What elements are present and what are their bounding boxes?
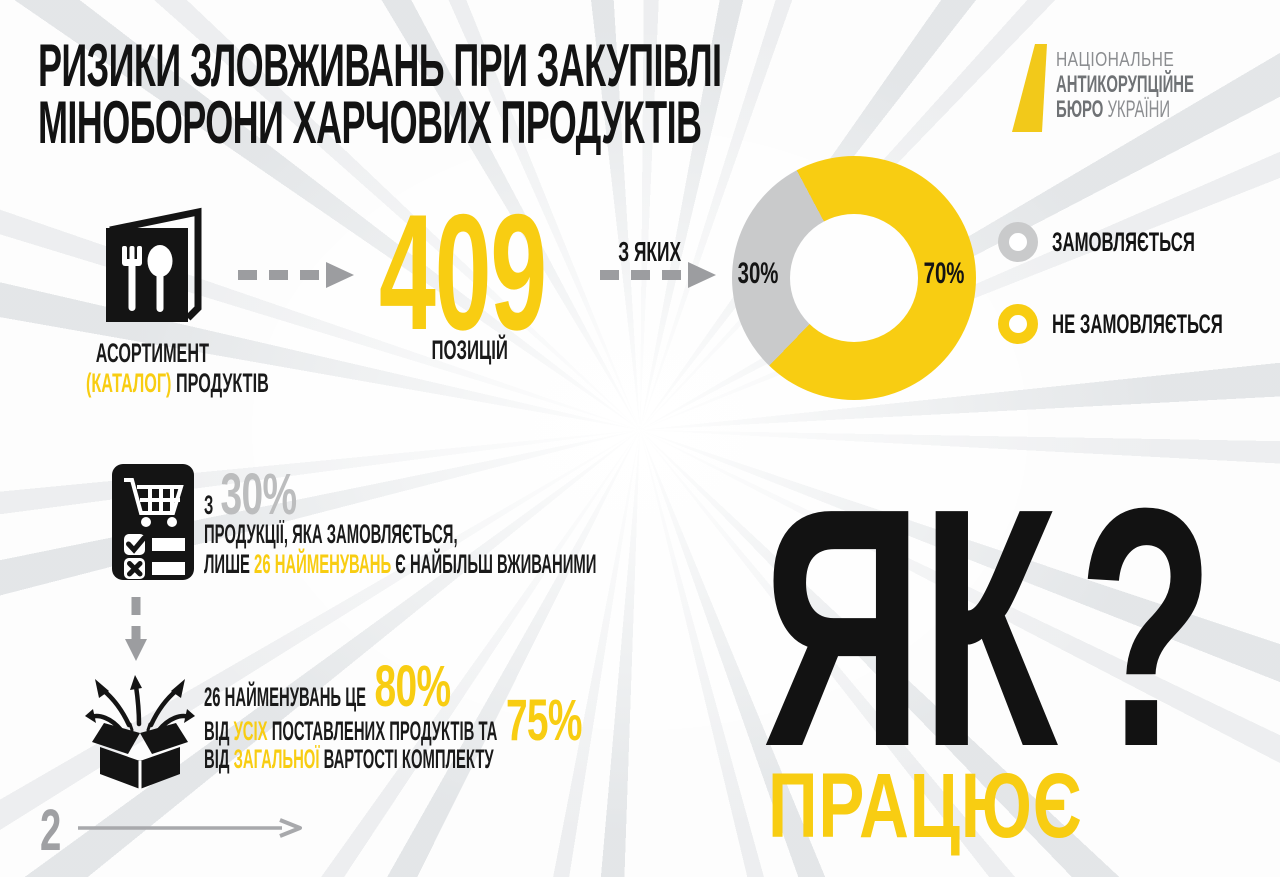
logo-line3-light: УКРАЇНИ bbox=[1107, 96, 1171, 123]
legend-swatch-yellow bbox=[998, 304, 1038, 344]
dashed-arrow-down-icon bbox=[125, 597, 147, 661]
count-unit: ПОЗИЦІЙ bbox=[431, 335, 509, 365]
fork-spoon-glyph bbox=[122, 245, 173, 312]
logo-line3: БЮРО УКРАЇНИ bbox=[1056, 97, 1170, 122]
ordered-stat-line3: ЛИШЕ 26 НАЙМЕНУВАНЬ Є НАЙБІЛЬШ ВЖИВАНИМИ bbox=[204, 551, 918, 578]
menu-catalog-icon bbox=[106, 207, 202, 322]
donut-hole bbox=[790, 214, 918, 342]
closing-big-word: ЯК? bbox=[762, 458, 1280, 798]
ordered-stat-line1: З 30% bbox=[204, 466, 348, 524]
legend-label-not-ordered: НЕ ЗАМОВЛЯЄТЬСЯ bbox=[1052, 308, 1223, 339]
ordered-line3-highlight: 26 НАЙМЕНУВАНЬ bbox=[254, 549, 392, 579]
nabu-logo bbox=[1008, 42, 1052, 134]
cart-checklist-icon bbox=[112, 464, 194, 580]
ordered-line3-pre: ЛИШЕ bbox=[204, 549, 250, 579]
ordered-prefix: З bbox=[204, 490, 214, 520]
check-icon bbox=[126, 535, 147, 554]
logo-line1: НАЦІОНАЛЬНЕ bbox=[1056, 49, 1175, 71]
page-number: 2 bbox=[40, 798, 62, 863]
nabu-wedge-icon bbox=[1012, 44, 1047, 132]
legend-item-not-ordered: НЕ ЗАМОВЛЯЄТЬСЯ bbox=[998, 304, 1280, 344]
open-box-arrows-icon bbox=[85, 675, 195, 789]
catalog-label-line2: (КАТАЛОГ) ПРОДУКТІВ bbox=[25, 370, 280, 397]
count-409: 409 bbox=[379, 180, 547, 364]
top26-line2-post: ПОСТАВЛЕНИХ ПРОДУКТІВ ТА bbox=[271, 716, 498, 746]
question-mark: ? bbox=[1077, 438, 1214, 818]
page-arrow-icon bbox=[78, 818, 302, 838]
top26-line3-highlight: ЗАГАЛЬНОЇ bbox=[233, 744, 320, 774]
top26-line2-highlight: УСІХ bbox=[233, 716, 268, 746]
top26-75pct: 75% bbox=[505, 688, 583, 753]
catalog-label-highlight: (КАТАЛОГ) bbox=[85, 368, 172, 398]
catalog-label-line1: АСОРТИМЕНТ bbox=[95, 338, 210, 368]
slice-label-30: 30% bbox=[737, 257, 779, 290]
ordered-stat-line2: ПРОДУКЦІЇ, ЯКА ЗАМОВЛЯЄТЬСЯ, bbox=[204, 519, 458, 549]
legend-item-ordered: ЗАМОВЛЯЄТЬСЯ bbox=[998, 222, 1280, 262]
x-icon bbox=[127, 561, 143, 577]
title-line1: РИЗИКИ ЗЛОВЖИВАНЬ ПРИ ЗАКУПІВЛІ bbox=[38, 32, 722, 99]
catalog-label-rest: ПРОДУКТІВ bbox=[175, 368, 269, 398]
title-line2: МІНОБОРОНИ ХАРЧОВИХ ПРОДУКТІВ bbox=[38, 89, 702, 156]
top26-line1: 26 НАЙМЕНУВАНЬ ЦЕ 80% bbox=[204, 658, 627, 716]
ordered-30pct: 30% bbox=[220, 462, 298, 527]
closing-sub-word: ПРАЦЮЄ bbox=[768, 755, 1083, 857]
dashed-arrow-right-icon bbox=[600, 262, 716, 288]
cart-glyph bbox=[124, 478, 184, 515]
legend-swatch-gray bbox=[998, 222, 1038, 262]
top26-line3-pre: ВІД bbox=[204, 744, 230, 774]
top26-line2: ВІД УСІХ ПОСТАВЛЕНИХ ПРОДУКТІВ ТА 75% bbox=[204, 692, 866, 750]
top26-line3-post: ВАРТОСТІ КОМПЛЕКТУ bbox=[323, 744, 494, 774]
closing-yak: ЯК bbox=[762, 438, 1058, 818]
page-title: РИЗИКИ ЗЛОВЖИВАНЬ ПРИ ЗАКУПІВЛІ МІНОБОРО… bbox=[38, 32, 1177, 156]
connector-label: З ЯКИХ bbox=[618, 236, 682, 267]
slice-label-70: 70% bbox=[923, 257, 965, 290]
top26-line2-pre: ВІД bbox=[204, 716, 230, 746]
catalog-label: АСОРТИМЕНТ bbox=[25, 340, 280, 367]
logo-line3-bold: БЮРО bbox=[1056, 96, 1104, 123]
top26-80pct: 80% bbox=[374, 654, 452, 719]
nabu-logo-text: НАЦІОНАЛЬНЕ АНТИКОРУПЦІЙНЕ БЮРО УКРАЇНИ bbox=[1056, 48, 1279, 122]
top26-line1-text: 26 НАЙМЕНУВАНЬ ЦЕ bbox=[204, 682, 366, 712]
donut-chart: 30% 70% bbox=[732, 156, 976, 400]
legend-label-ordered: ЗАМОВЛЯЄТЬСЯ bbox=[1052, 226, 1195, 257]
ordered-line3-post: Є НАЙБІЛЬШ ВЖИВАНИМИ bbox=[395, 549, 597, 579]
top26-line3: ВІД ЗАГАЛЬНОЇ ВАРТОСТІ КОМПЛЕКТУ bbox=[204, 746, 731, 773]
logo-line2: АНТИКОРУПЦІЙНЕ bbox=[1056, 71, 1194, 98]
dashed-arrow-right-icon bbox=[238, 262, 354, 288]
